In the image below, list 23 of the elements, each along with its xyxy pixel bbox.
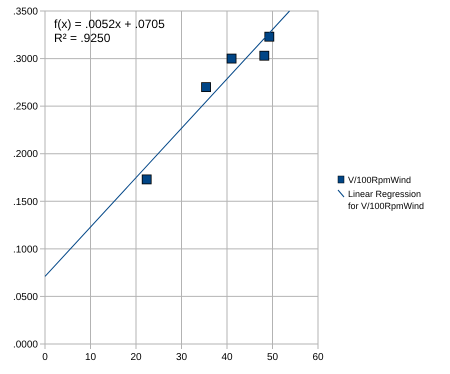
annotation: R² = .9250 bbox=[54, 31, 111, 45]
y-tick-label: .3500 bbox=[12, 6, 38, 18]
y-tick-label: .0000 bbox=[12, 340, 38, 350]
y-tick-label: .2500 bbox=[12, 102, 38, 113]
y-tick-label: .1500 bbox=[12, 196, 38, 208]
point bbox=[201, 82, 211, 92]
legend-label: Linear Regression for V/100RpmWind bbox=[348, 189, 424, 212]
legend-label: V/100RpmWind bbox=[348, 175, 412, 186]
x-tick-label: 50 bbox=[266, 352, 278, 363]
x-tick-label: 40 bbox=[221, 352, 233, 363]
y-tick-label: .2000 bbox=[12, 149, 38, 160]
x-tick-label: 10 bbox=[84, 352, 96, 363]
x-tick-label: 0 bbox=[42, 352, 48, 363]
x-tick-label: 20 bbox=[130, 352, 142, 363]
x-tick-label: 60 bbox=[312, 352, 324, 363]
annotation: f(x) = .0052x + .0705 bbox=[54, 17, 166, 31]
y-tick-label: .3000 bbox=[12, 54, 38, 66]
y-tick-label: .0500 bbox=[12, 292, 38, 303]
y-tick-label: .1000 bbox=[12, 244, 38, 256]
point bbox=[259, 50, 270, 61]
point bbox=[142, 174, 152, 184]
x-tick-label: 30 bbox=[176, 352, 188, 363]
point bbox=[226, 54, 236, 64]
